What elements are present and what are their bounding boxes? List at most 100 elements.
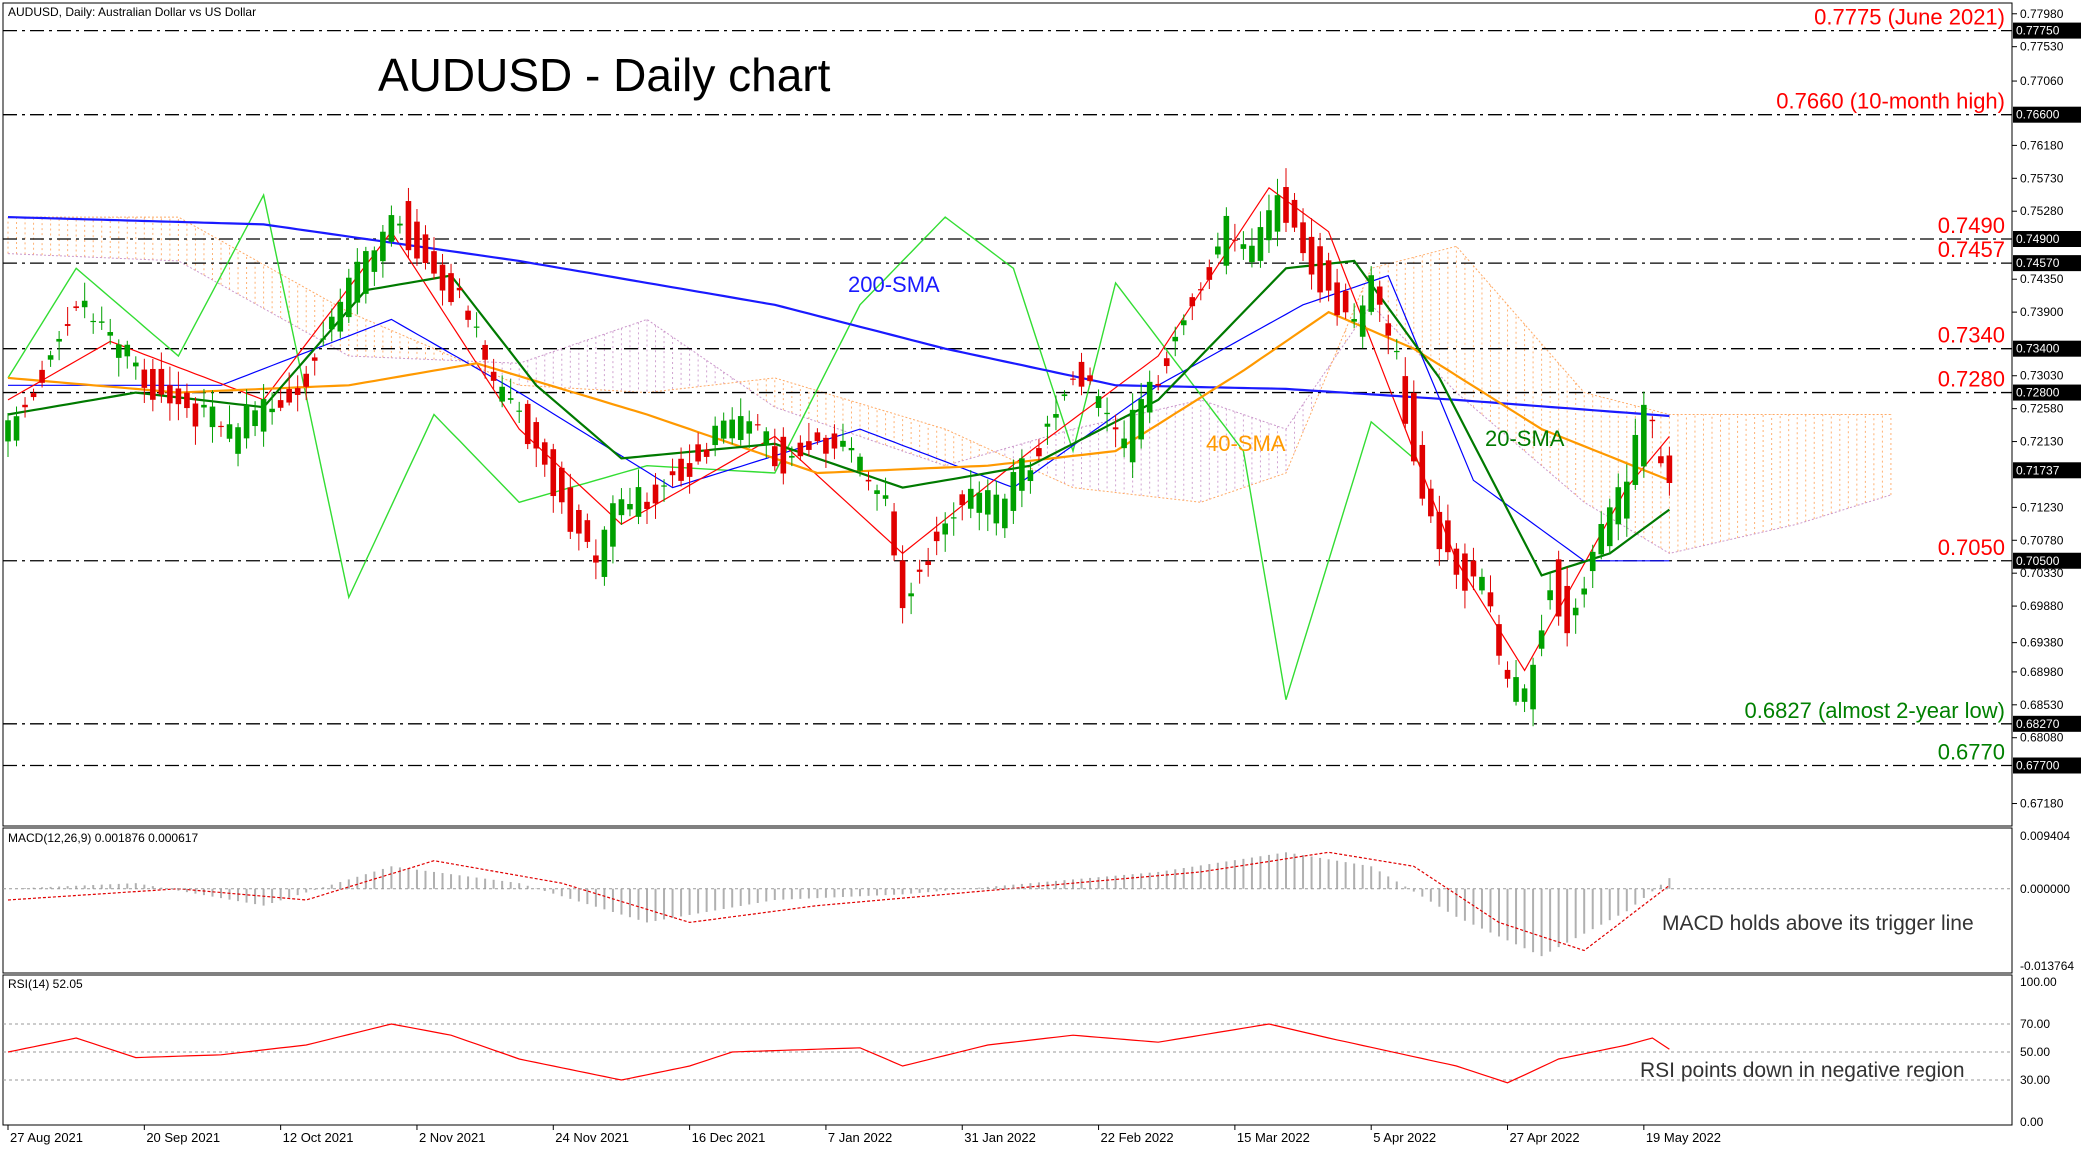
candle-body <box>226 424 233 439</box>
candle-body <box>124 344 131 357</box>
candle-body <box>277 400 284 408</box>
rsi-tick-label: 70.00 <box>2020 1017 2050 1031</box>
rsi-header: RSI(14) 52.05 <box>8 977 83 991</box>
candle-body <box>1266 210 1272 241</box>
macd-signal-line <box>7 851 1670 952</box>
candle-body <box>1300 222 1306 254</box>
candle-body <box>1155 383 1161 386</box>
candle-body <box>490 371 497 381</box>
candle-body <box>465 310 471 320</box>
candle-body <box>780 436 787 474</box>
ichimoku-cloud <box>7 216 1892 554</box>
candle-body <box>1036 448 1042 457</box>
candle-body <box>184 392 190 409</box>
candle-body <box>303 373 309 387</box>
candle-body <box>627 503 633 510</box>
level-price-tag <box>2013 384 2081 401</box>
candle-body <box>439 264 446 291</box>
time-tick-label: 27 Apr 2022 <box>1510 1130 1580 1145</box>
candle-body <box>1087 375 1093 382</box>
candle-body <box>397 223 403 226</box>
candle-body <box>610 503 616 547</box>
candle-body <box>1002 498 1008 529</box>
candle-body <box>201 404 207 408</box>
candle-body <box>1624 481 1630 519</box>
level-price-tag <box>2013 231 2081 247</box>
price-tick-label: 0.69380 <box>2020 636 2064 650</box>
macd-panel-frame <box>2 827 2013 974</box>
candle-body <box>380 231 386 262</box>
candle-body <box>1095 396 1102 408</box>
candle-body <box>967 488 974 509</box>
candle-body <box>1572 607 1579 616</box>
level-price-tag-text: 0.73400 <box>2016 342 2060 356</box>
candle-body <box>456 287 463 291</box>
candle-body <box>976 492 983 513</box>
time-tick-label: 16 Dec 2021 <box>692 1130 766 1145</box>
macd-header: MACD(12,26,9) 0.001876 0.000617 <box>8 831 198 845</box>
level-price-tag <box>2013 255 2081 272</box>
time-tick-label: 7 Jan 2022 <box>828 1130 892 1145</box>
level-price-tag-text: 0.72800 <box>2016 386 2060 400</box>
time-axis: 27 Aug 2021 20 Sep 2021 12 Oct 2021 2 Nov 2… <box>7 1125 1721 1145</box>
candle-body <box>1172 336 1179 342</box>
candle-body <box>1504 669 1511 679</box>
candle-body <box>1189 297 1196 307</box>
price-tick-label: 0.72580 <box>2020 402 2064 416</box>
time-tick-label: 2 Nov 2021 <box>419 1130 486 1145</box>
level-price-tag <box>2013 106 2081 123</box>
rsi-tick-label: 0.00 <box>2020 1115 2044 1129</box>
candle-body <box>431 251 437 274</box>
price-tick-label: 0.77530 <box>2020 40 2064 54</box>
candle-body <box>865 479 872 482</box>
candle-body <box>848 447 855 451</box>
candle-body <box>269 408 275 413</box>
candle-body <box>1402 376 1409 424</box>
candle-body <box>1232 239 1238 241</box>
symbol-header: AUDUSD, Daily: Australian Dollar vs US D… <box>8 5 256 19</box>
candle-body <box>13 416 20 441</box>
candle-body <box>695 444 701 462</box>
candlesticks <box>5 168 1673 727</box>
candle-body <box>1180 320 1187 326</box>
candle-body <box>1138 399 1144 440</box>
kijun-sen <box>8 274 1670 562</box>
time-tick-label: 22 Feb 2022 <box>1101 1130 1174 1145</box>
level-label: 0.7660 (10-month high) <box>1776 89 2005 114</box>
rsi-tick-label: 50.00 <box>2020 1045 2050 1059</box>
candle-body <box>1317 246 1323 293</box>
candle-body <box>98 321 105 323</box>
candle-body <box>925 561 931 566</box>
candle-body <box>754 424 761 426</box>
candle-body <box>192 403 199 427</box>
price-axis: 0.77750 0.76600 0.74900 0.74570 0.73400 0.728… <box>2012 7 2081 811</box>
candle-body <box>260 399 267 432</box>
candle-body <box>243 405 250 439</box>
candle-body <box>916 569 923 572</box>
level-label: 0.6770 <box>1938 740 2005 765</box>
candle-body <box>1334 282 1340 316</box>
candle-body <box>363 251 369 294</box>
candle-body <box>1393 350 1400 353</box>
candle-body <box>1555 559 1562 617</box>
candle-body <box>1308 236 1315 275</box>
candle-body <box>746 421 753 434</box>
level-price-tag-text: 0.68270 <box>2016 717 2060 731</box>
rsi-panel-frame <box>2 974 2013 1126</box>
candle-body <box>737 416 744 440</box>
candle-body <box>593 555 599 563</box>
sma200-line <box>7 216 1670 418</box>
candle-body <box>346 277 352 318</box>
chikou-span <box>7 193 1423 700</box>
candle-body <box>823 437 829 454</box>
candle-body <box>678 458 684 481</box>
level-price-tag <box>2013 715 2081 732</box>
candle-body <box>1249 245 1255 263</box>
candle-body <box>840 440 846 447</box>
candle-body <box>175 388 182 405</box>
candle-body <box>473 326 480 328</box>
candle-body <box>635 487 642 517</box>
candle-body <box>405 201 412 251</box>
candle-body <box>1649 419 1656 422</box>
candle-body <box>933 531 940 542</box>
